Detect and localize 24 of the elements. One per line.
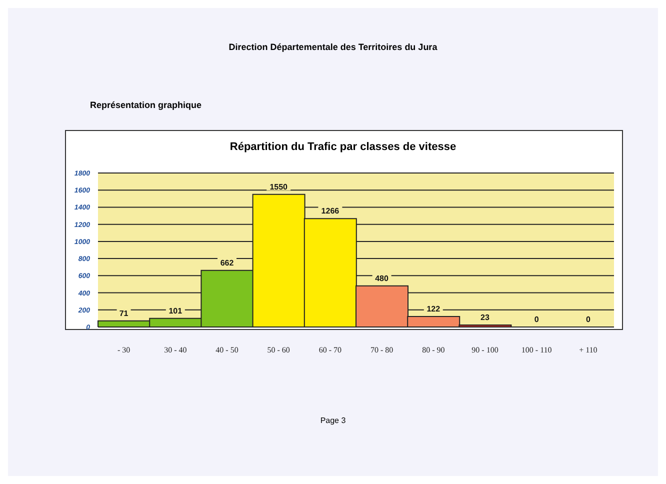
data-label: 1266 — [321, 206, 340, 216]
data-label: 23 — [480, 313, 490, 322]
x-tick-label: + 110 — [579, 346, 598, 355]
data-label: 122 — [426, 304, 441, 314]
text: Page 3 — [319, 416, 347, 425]
x-tick-label: 30 - 40 — [164, 346, 187, 355]
x-tick-label: 90 - 100 — [472, 346, 498, 355]
x-tick-label: 40 - 50 — [216, 346, 238, 355]
data-label: 1550 — [270, 182, 288, 192]
data-label: 0 — [586, 315, 591, 324]
x-tick-label: - 30 — [117, 346, 130, 355]
data-label: 101 — [168, 306, 183, 316]
data-label: 662 — [220, 258, 234, 268]
data-label: 480 — [375, 274, 390, 283]
x-tick-label: 70 - 80 — [370, 346, 394, 355]
data-label: 71 — [119, 308, 129, 318]
chart-title: Répartition du Trafic par classes de vitesse — [228, 141, 458, 153]
text: Direction Départementale des Territoires du Jura — [228, 42, 438, 52]
x-tick-label: 80 - 90 — [422, 346, 445, 355]
x-tick-label: 60 - 70 — [318, 346, 342, 355]
text: Représentation graphique — [90, 100, 202, 110]
data-label: 0 — [534, 315, 540, 324]
x-tick-label: 100 - 110 — [521, 346, 552, 355]
x-tick-label: 50 - 60 — [267, 346, 290, 355]
